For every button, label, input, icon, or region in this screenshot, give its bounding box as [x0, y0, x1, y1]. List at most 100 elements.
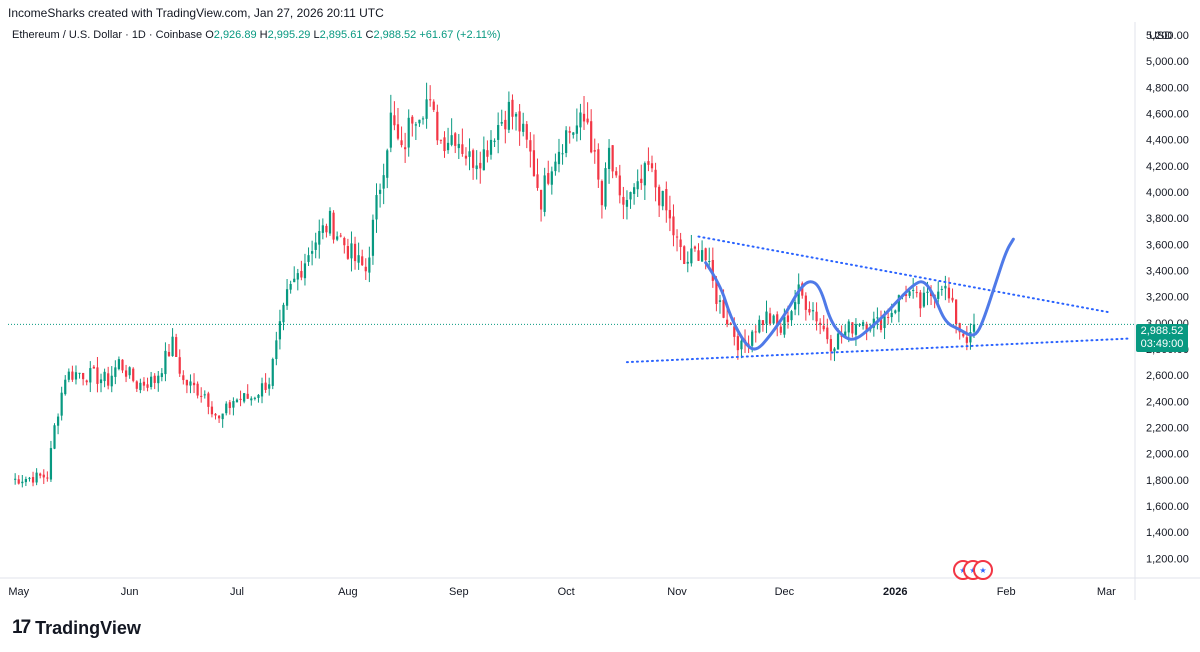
candle-body — [579, 112, 582, 128]
candle-body — [175, 337, 178, 357]
candle-body — [382, 175, 385, 189]
tradingview-logo[interactable]: 17 TradingView — [12, 617, 141, 639]
candle-body — [758, 319, 761, 333]
y-tick-label: 3,600.00 — [1146, 239, 1189, 251]
candle-body — [421, 118, 425, 120]
candle-body — [293, 278, 296, 283]
candle-body — [629, 192, 632, 200]
candle-body — [468, 151, 471, 157]
candle-body — [908, 291, 911, 296]
candle-body — [858, 324, 861, 326]
candle-body — [221, 413, 224, 420]
candle-body — [275, 340, 278, 360]
candle-body — [582, 113, 586, 122]
candle-body — [794, 302, 797, 310]
upper-trendline — [697, 235, 1111, 314]
candle-body — [332, 212, 335, 240]
candle-body — [915, 292, 918, 294]
candle-body — [210, 406, 214, 415]
candle-body — [414, 124, 417, 126]
candle-body — [17, 479, 20, 484]
candle-body — [14, 478, 17, 480]
candle-body — [28, 477, 31, 479]
y-tick-label: 4,400.00 — [1146, 135, 1189, 147]
candle-body — [829, 339, 832, 352]
candle-body — [336, 236, 339, 240]
candle-body — [300, 270, 303, 278]
currency-label: USD — [1149, 30, 1173, 42]
last-price-tag: 2,988.52 03:49:00 — [1136, 324, 1188, 352]
candle-body — [922, 292, 926, 307]
candle-body — [479, 162, 482, 169]
candle-body — [887, 316, 890, 318]
candle-body — [700, 250, 704, 262]
candle-body — [969, 332, 972, 343]
candle-body — [24, 478, 27, 483]
candle-body — [947, 287, 951, 299]
candle-body — [207, 393, 210, 407]
candle-body — [854, 324, 858, 335]
candle-body — [64, 379, 67, 395]
candle-body — [296, 273, 299, 280]
candle-body — [944, 285, 947, 289]
candle-body — [647, 161, 650, 165]
candle-body — [661, 190, 664, 207]
x-tick-label: 2026 — [883, 586, 907, 598]
candle-body — [572, 132, 575, 135]
candle-body — [429, 99, 432, 101]
y-tick-label: 5,200.00 — [1146, 30, 1189, 42]
candle-body — [733, 326, 736, 337]
candle-body — [783, 316, 786, 335]
candle-body — [772, 315, 775, 324]
us-flag-event-icon[interactable]: ★ — [973, 560, 993, 580]
close-value: 2,988.52 — [373, 29, 417, 41]
candle-body — [568, 131, 571, 133]
candle-body — [446, 142, 450, 151]
candle-body — [636, 181, 639, 190]
candle-body — [532, 150, 536, 177]
symbol-info-line: Ethereum / U.S. Dollar · 1D · Coinbase O… — [12, 29, 501, 41]
candle-body — [586, 118, 589, 123]
candle-body — [697, 250, 700, 261]
candle-body — [804, 295, 807, 310]
candle-body — [640, 178, 643, 184]
candle-body — [314, 242, 317, 250]
tradingview-mark-icon: 17 — [12, 617, 31, 638]
candle-body — [82, 372, 85, 380]
candle-body — [819, 322, 822, 325]
y-tick-label: 3,200.00 — [1146, 292, 1189, 304]
candle-body — [321, 225, 324, 233]
x-tick-label: Jul — [230, 586, 244, 598]
candle-body — [411, 116, 414, 124]
x-tick-label: Dec — [775, 586, 795, 598]
candle-body — [955, 299, 958, 325]
candle-body — [679, 239, 682, 248]
candle-body — [21, 481, 24, 484]
candle-body — [493, 140, 496, 142]
x-tick-label: Nov — [667, 586, 687, 598]
candle-body — [507, 101, 510, 130]
candle-body — [504, 119, 507, 130]
candle-body — [307, 255, 310, 262]
candle-body — [622, 196, 625, 205]
candle-body — [650, 163, 654, 169]
candle-body — [39, 473, 42, 476]
y-tick-label: 4,800.00 — [1146, 82, 1189, 94]
candle-body — [128, 367, 131, 376]
candle-body — [554, 161, 557, 172]
candle-body — [461, 144, 464, 154]
candle-body — [722, 299, 725, 318]
candle-body — [328, 210, 332, 234]
candle-body — [432, 101, 435, 110]
candle-body — [150, 376, 153, 388]
candle-body — [285, 289, 289, 306]
candle-body — [182, 375, 185, 381]
candle-body — [368, 257, 371, 273]
candle-body — [790, 311, 793, 321]
candle-body — [164, 350, 167, 375]
candle-body — [711, 259, 714, 281]
candle-body — [575, 125, 578, 134]
candle-body — [643, 163, 646, 186]
candle-body — [475, 165, 478, 170]
